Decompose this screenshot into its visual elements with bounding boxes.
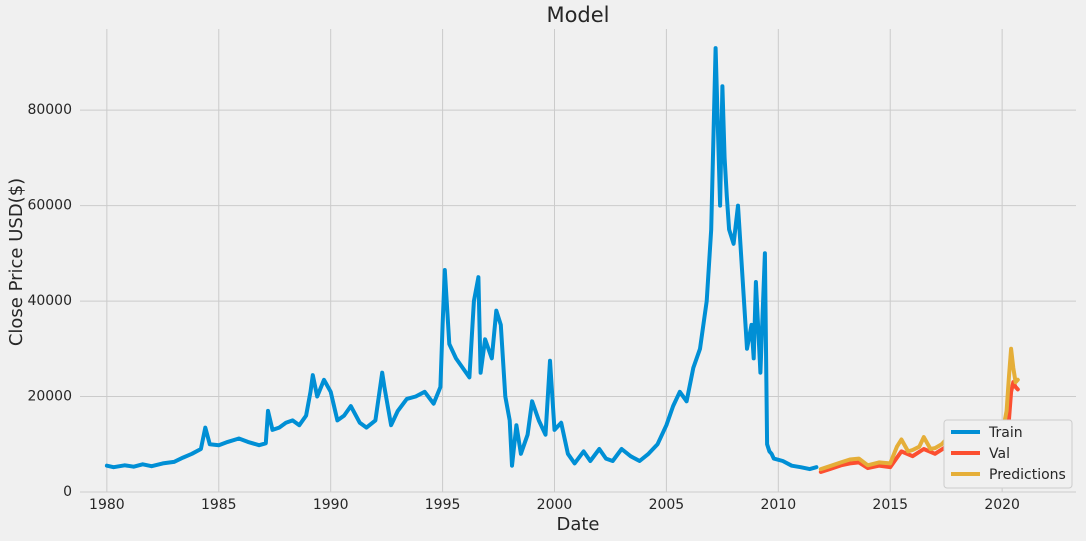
x-tick-label: 1990	[313, 497, 349, 513]
y-tick-label: 60000	[27, 198, 72, 214]
y-tick-label: 0	[63, 484, 72, 500]
x-tick-label: 2005	[649, 497, 685, 513]
series-lines	[104, 46, 1020, 474]
tick-labels: 1980 1985 1990 1995 2000 2005 2010 2015 2020 0 200…	[27, 102, 1020, 513]
y-axis-title: Close Price USD($)	[6, 178, 27, 346]
y-tick-label: 80000	[27, 102, 72, 118]
legend-label-val: Val	[989, 446, 1010, 462]
x-tick-label: 2015	[872, 497, 908, 513]
plot-area	[80, 29, 1076, 492]
grid-lines	[80, 29, 1076, 493]
x-tick-label: 1980	[89, 497, 125, 513]
x-tick-label: 2010	[760, 497, 796, 513]
y-tick-label: 40000	[27, 293, 72, 309]
x-tick-label: 2000	[537, 497, 573, 513]
chart-title: Model	[546, 3, 609, 27]
series-line-train	[104, 46, 819, 472]
y-tick-label: 20000	[27, 389, 72, 405]
series-line-val	[818, 380, 1020, 474]
legend-label-predictions: Predictions	[989, 467, 1066, 483]
legend-label-train: Train	[988, 425, 1023, 441]
x-tick-label: 1995	[425, 497, 461, 513]
series-line-predictions	[818, 346, 1020, 472]
x-tick-label: 1985	[201, 497, 237, 513]
legend: Train Val Predictions	[943, 419, 1073, 489]
legend-box	[943, 419, 1073, 489]
x-axis-title: Date	[556, 514, 599, 535]
x-tick-label: 2020	[984, 497, 1020, 513]
